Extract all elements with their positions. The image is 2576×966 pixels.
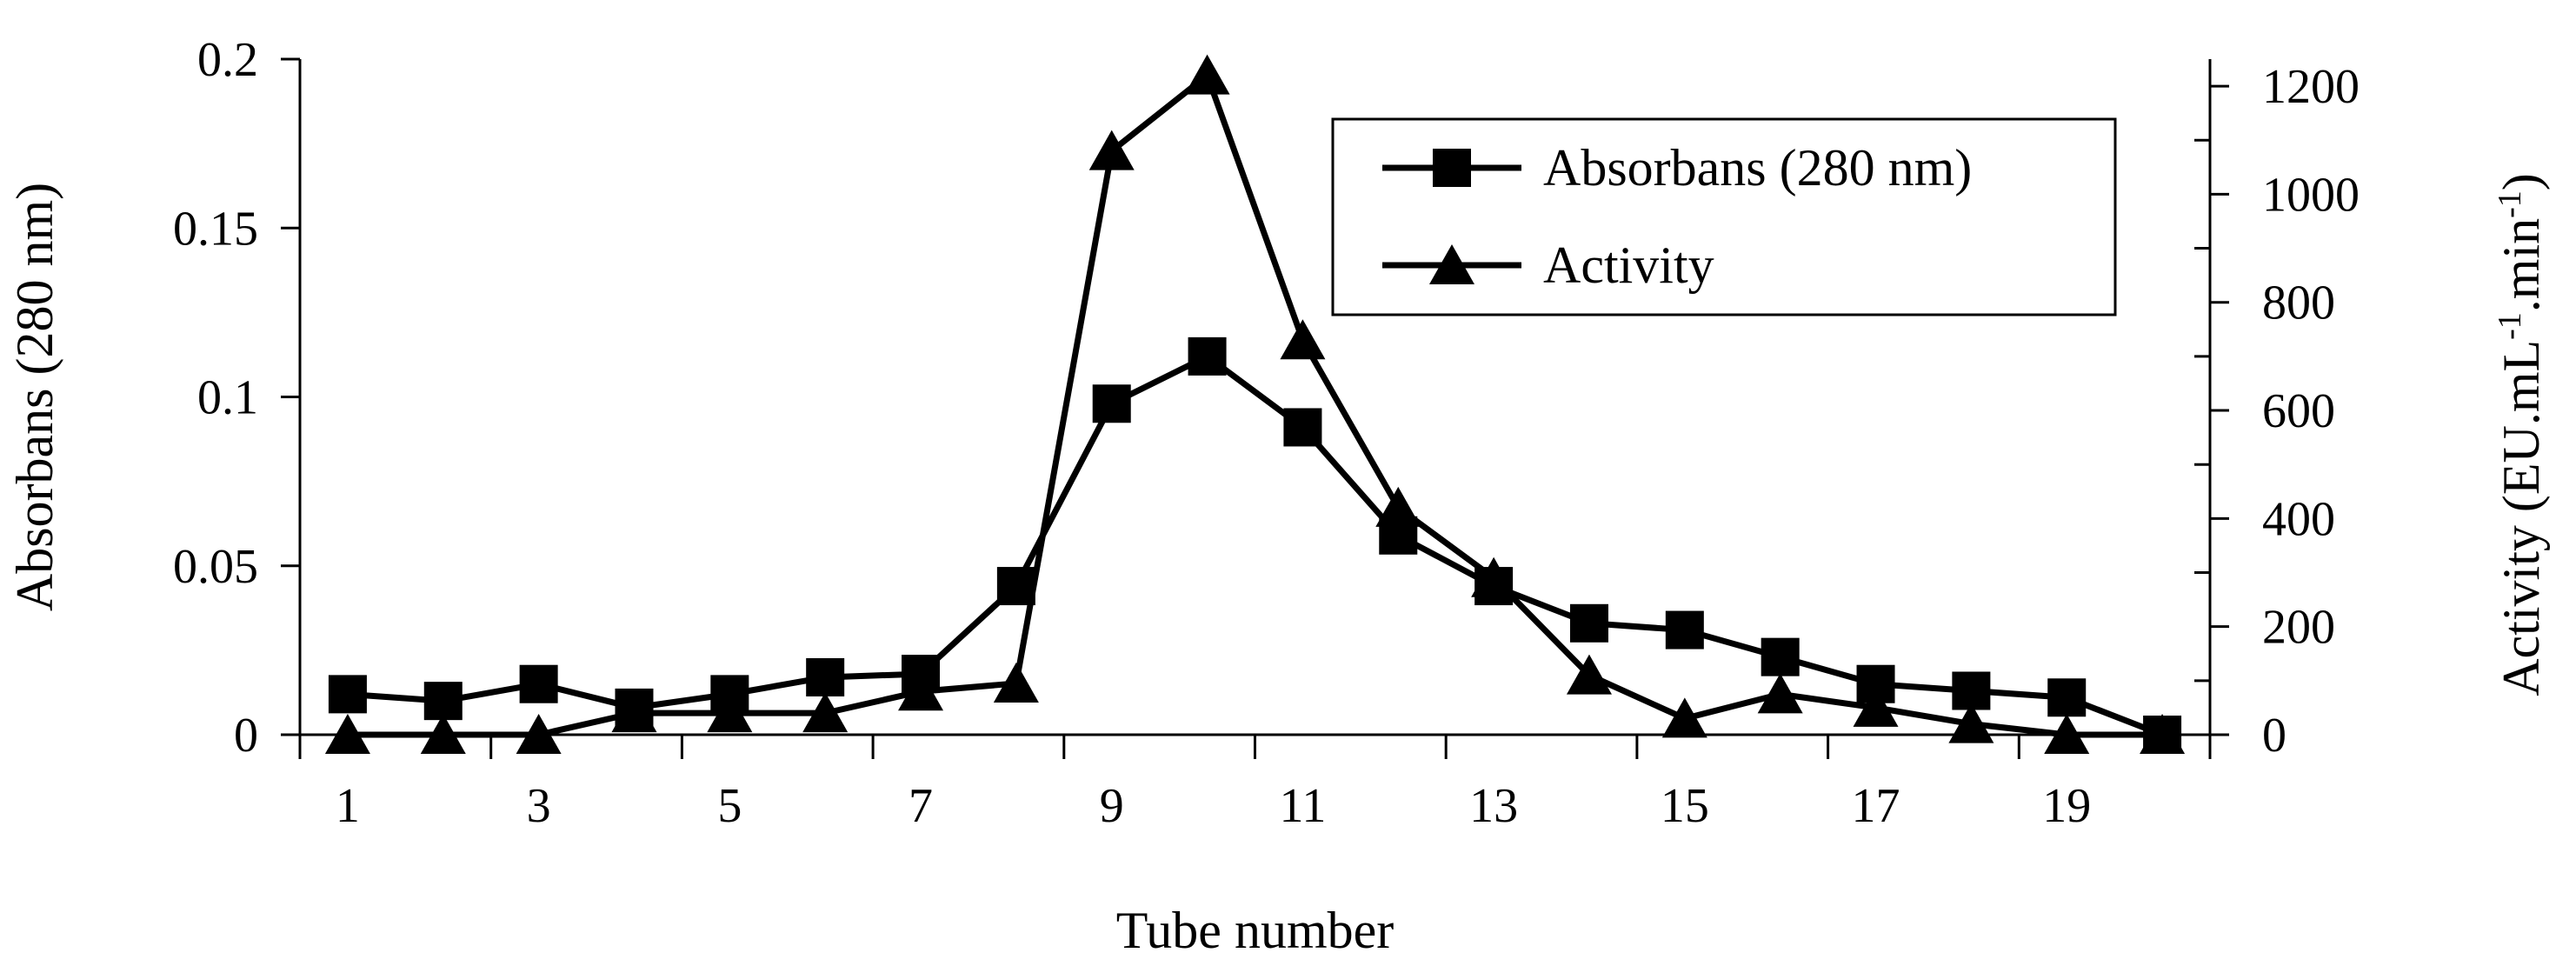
right-y-tick-label: 200 bbox=[2262, 601, 2335, 655]
right-y-tick-label: 1200 bbox=[2262, 60, 2360, 114]
absorbans-point bbox=[519, 664, 558, 703]
x-tick-label: 13 bbox=[1469, 779, 1518, 833]
activity-point bbox=[1375, 486, 1421, 527]
x-tick-label: 9 bbox=[1100, 779, 1124, 833]
right-y-tick-label: 1000 bbox=[2262, 168, 2360, 222]
activity-point bbox=[516, 714, 562, 754]
left-y-tick-label: 0.2 bbox=[197, 33, 258, 87]
activity-point bbox=[1280, 319, 1326, 360]
left-y-tick-label: 0.1 bbox=[197, 371, 258, 425]
right-y-title-sup2: -1 bbox=[2492, 190, 2528, 218]
activity-point bbox=[420, 714, 466, 754]
left-y-axis-title: Absorbans (280 nm) bbox=[6, 183, 63, 611]
right-y-tick-label: 400 bbox=[2262, 492, 2335, 546]
series-layer bbox=[324, 54, 2186, 754]
absorbans-point bbox=[423, 682, 463, 721]
activity-point bbox=[1661, 697, 1707, 738]
activity-point bbox=[1948, 703, 1994, 743]
x-axis-title: Tube number bbox=[1116, 902, 1394, 959]
x-tick-label: 15 bbox=[1661, 779, 1709, 833]
activity-point bbox=[1088, 130, 1135, 170]
right-y-tick-label: 600 bbox=[2262, 384, 2335, 438]
right-y-title-mid: .min bbox=[2493, 218, 2550, 312]
activity-point bbox=[707, 692, 753, 733]
activity-point bbox=[611, 692, 657, 733]
absorbans-point bbox=[996, 567, 1035, 606]
right-y-title-sup1: -1 bbox=[2492, 312, 2528, 340]
activity-point bbox=[2140, 714, 2186, 754]
absorbans-point bbox=[1665, 610, 1704, 650]
absorbans-point bbox=[1283, 408, 1322, 447]
legend-marker-square bbox=[1433, 149, 1471, 187]
absorbans-point bbox=[328, 675, 367, 714]
legend-label-activity: Activity bbox=[1543, 237, 1714, 294]
activity-point bbox=[1184, 54, 1230, 95]
x-tick-label: 7 bbox=[909, 779, 933, 833]
absorbans-point bbox=[1569, 603, 1608, 643]
legend-marker-triangle bbox=[1429, 244, 1474, 284]
right-y-title-end: ) bbox=[2493, 173, 2550, 190]
right-y-ticks: 0 200 400 600 800 1000 1200 bbox=[2194, 60, 2360, 763]
absorbans-point bbox=[806, 657, 845, 696]
activity-point bbox=[1757, 673, 1803, 714]
activity-point bbox=[1471, 556, 1517, 597]
x-tick-label: 19 bbox=[2042, 779, 2091, 833]
left-y-tick-label: 0 bbox=[234, 709, 258, 763]
activity-point bbox=[324, 714, 370, 754]
legend-label-absorbans: Absorbans (280 nm) bbox=[1543, 139, 1972, 197]
left-y-tick-label: 0.15 bbox=[173, 202, 258, 256]
legend: Absorbans (280 nm) Activity bbox=[1331, 117, 2117, 316]
activity-point bbox=[898, 670, 944, 711]
activity-point bbox=[2044, 714, 2090, 754]
right-y-tick-label: 0 bbox=[2262, 709, 2286, 763]
right-y-tick-label: 800 bbox=[2262, 276, 2335, 330]
x-tick-label: 11 bbox=[1279, 779, 1326, 833]
activity-point bbox=[993, 662, 1039, 703]
absorbans-point bbox=[2047, 678, 2087, 717]
x-tick-label: 1 bbox=[336, 779, 360, 833]
activity-point bbox=[1853, 686, 1899, 727]
right-y-title-main: Activity (EU.mL bbox=[2493, 340, 2550, 696]
absorbans-point bbox=[1092, 384, 1131, 423]
left-y-tick-label: 0.05 bbox=[173, 540, 258, 594]
activity-point bbox=[1566, 654, 1612, 695]
absorbans-point bbox=[1188, 336, 1227, 376]
x-tick-label: 17 bbox=[1852, 779, 1900, 833]
x-tick-label: 3 bbox=[527, 779, 551, 833]
activity-point bbox=[802, 692, 849, 733]
left-y-ticks: 0 0.05 0.1 0.15 0.2 bbox=[173, 33, 300, 763]
x-tick-label: 5 bbox=[717, 779, 742, 833]
x-ticks: 1 3 5 7 9 11 13 15 17 19 bbox=[298, 735, 2212, 833]
right-y-axis-title: Activity (EU.mL-1.min-1) bbox=[2492, 173, 2550, 696]
absorbans-point bbox=[1761, 637, 1800, 676]
